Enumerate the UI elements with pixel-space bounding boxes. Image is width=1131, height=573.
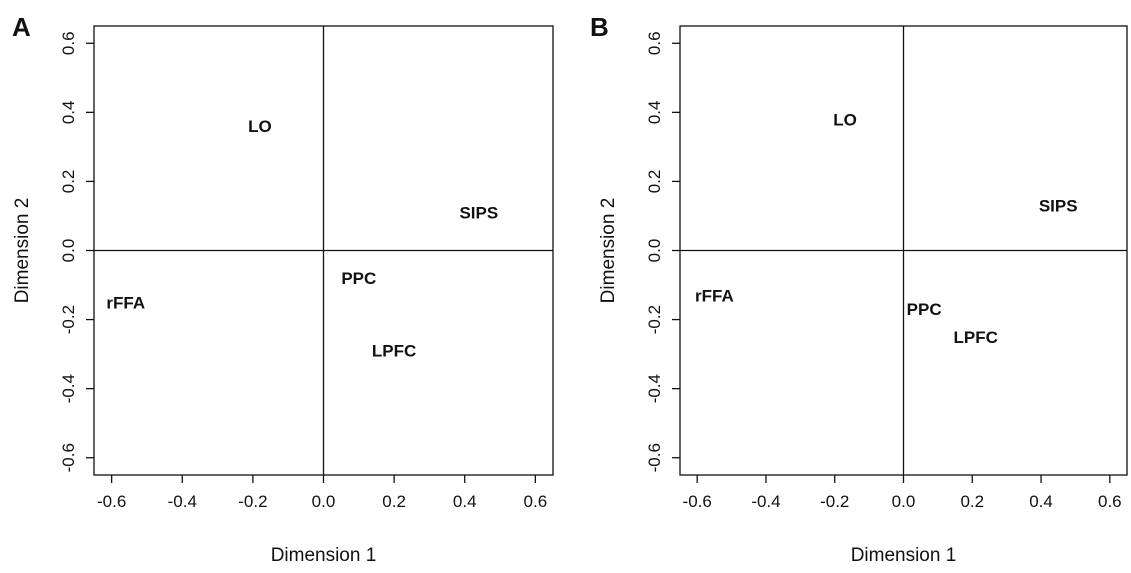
panel-0-x-tick-label: 0.4 bbox=[453, 492, 477, 511]
panel-1-y-tick-label: 0.6 bbox=[645, 31, 664, 55]
panel-1-x-tick-label: 0.4 bbox=[1029, 492, 1053, 511]
panel-1-x-tick-label: 0.6 bbox=[1098, 492, 1122, 511]
panel-1-x-tick-label: -0.4 bbox=[751, 492, 780, 511]
panel-0-point-lpfc: LPFC bbox=[372, 342, 416, 361]
panel-0-point-sips: SIPS bbox=[459, 204, 498, 223]
panel-1-y-tick-label: 0.0 bbox=[645, 239, 664, 263]
panel-0-letter: A bbox=[12, 12, 31, 42]
panel-0-x-tick-label: -0.4 bbox=[168, 492, 197, 511]
panel-0-y-tick-label: 0.4 bbox=[59, 101, 78, 125]
panel-0-y-tick-label: 0.6 bbox=[59, 31, 78, 55]
panel-1-x-tick-label: 0.2 bbox=[960, 492, 984, 511]
panel-1-x-tick-label: -0.2 bbox=[820, 492, 849, 511]
panel-1-y-tick-label: -0.2 bbox=[645, 305, 664, 334]
panel-0-y-tick-label: -0.4 bbox=[59, 374, 78, 403]
panel-1-point-lo: LO bbox=[833, 110, 857, 129]
panel-1-letter: B bbox=[590, 12, 609, 42]
panel-1-x-tick-label: -0.6 bbox=[683, 492, 712, 511]
panel-1-y-tick-label: -0.6 bbox=[645, 443, 664, 472]
panel-0-y-tick-label: 0.2 bbox=[59, 170, 78, 194]
panel-0-point-ppc: PPC bbox=[341, 269, 376, 288]
panel-0-x-tick-label: 0.2 bbox=[382, 492, 406, 511]
panel-0-x-tick-label: 0.6 bbox=[524, 492, 548, 511]
panel-0-point-lo: LO bbox=[248, 117, 272, 136]
panel-1-y-tick-label: 0.4 bbox=[645, 101, 664, 125]
panel-0-y-axis-label: Dimension 2 bbox=[12, 198, 33, 304]
panel-0-point-rffa: rFFA bbox=[106, 293, 145, 312]
panel-1-x-tick-label: 0.0 bbox=[892, 492, 916, 511]
panel-0-x-tick-label: -0.6 bbox=[97, 492, 126, 511]
panel-0-x-axis-label: Dimension 1 bbox=[271, 545, 377, 566]
panel-1-point-lpfc: LPFC bbox=[954, 328, 998, 347]
panel-1-y-tick-label: -0.4 bbox=[645, 374, 664, 403]
panel-1-point-sips: SIPS bbox=[1039, 197, 1078, 216]
panel-1-point-rffa: rFFA bbox=[695, 286, 734, 305]
panel-0-y-tick-label: -0.6 bbox=[59, 443, 78, 472]
panel-1-y-tick-label: 0.2 bbox=[645, 170, 664, 194]
panel-0-y-tick-label: 0.0 bbox=[59, 239, 78, 263]
panel-0-x-tick-label: 0.0 bbox=[312, 492, 336, 511]
panel-0-x-tick-label: -0.2 bbox=[238, 492, 267, 511]
panel-0-y-tick-label: -0.2 bbox=[59, 305, 78, 334]
panel-1-y-axis-label: Dimension 2 bbox=[598, 198, 619, 304]
panel-1-x-axis-label: Dimension 1 bbox=[851, 545, 957, 566]
panel-1-point-ppc: PPC bbox=[907, 300, 942, 319]
